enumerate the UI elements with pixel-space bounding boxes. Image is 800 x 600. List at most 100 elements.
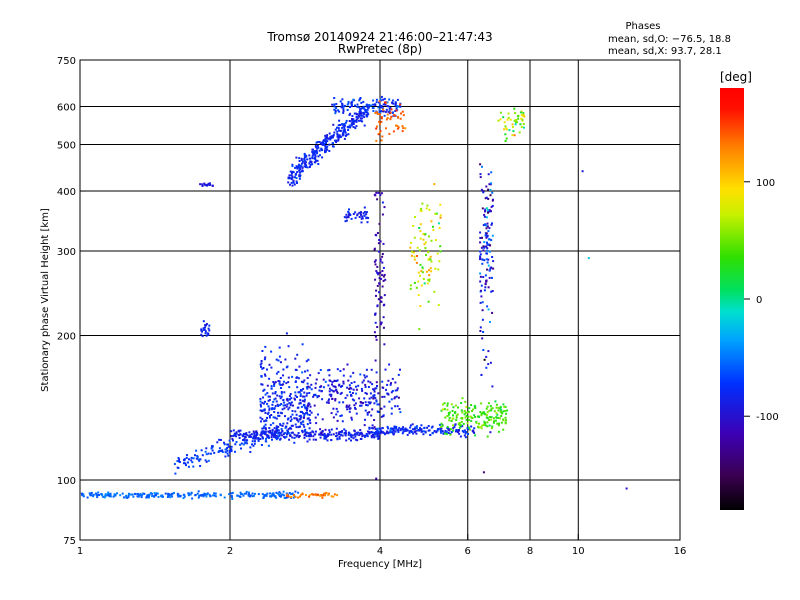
data-point [467, 415, 470, 418]
data-point [313, 394, 316, 397]
data-point [107, 491, 110, 494]
data-point [385, 432, 388, 435]
data-point [276, 403, 279, 406]
data-point [335, 141, 338, 144]
data-point [417, 280, 420, 283]
data-point [297, 391, 300, 394]
data-point [396, 405, 399, 408]
data-point [298, 365, 301, 368]
data-point [374, 312, 377, 315]
data-point [359, 97, 362, 99]
data-point [460, 409, 463, 412]
data-point [376, 427, 379, 430]
data-point [202, 328, 205, 331]
data-point [295, 434, 298, 437]
data-point [199, 183, 202, 186]
data-point [308, 392, 311, 394]
data-point [478, 416, 480, 418]
data-point [190, 456, 193, 459]
data-point [311, 430, 314, 433]
data-point [373, 426, 376, 429]
data-point [350, 418, 353, 421]
data-point [424, 247, 427, 250]
data-point [348, 213, 350, 216]
data-point [301, 166, 304, 169]
data-point [475, 421, 478, 424]
data-point [291, 375, 294, 378]
data-point [282, 422, 285, 425]
data-point [263, 494, 266, 497]
data-point [309, 164, 312, 166]
data-point [288, 174, 291, 177]
data-point [503, 128, 506, 131]
data-point [261, 436, 264, 438]
data-point [178, 461, 181, 463]
data-point [267, 399, 270, 402]
data-point [402, 127, 405, 130]
data-point [284, 431, 287, 434]
data-point [348, 384, 351, 387]
data-point [380, 192, 383, 195]
data-point [344, 121, 347, 124]
data-point [378, 113, 381, 116]
data-point [500, 408, 503, 411]
data-point [296, 353, 299, 356]
data-point [277, 429, 280, 432]
data-point [408, 430, 411, 433]
data-point [392, 130, 395, 133]
data-point [367, 106, 370, 109]
data-point [349, 120, 352, 123]
data-point [359, 108, 362, 111]
data-point [465, 405, 468, 408]
data-point [422, 232, 425, 235]
data-point [353, 433, 356, 436]
data-point [337, 139, 340, 142]
data-point [415, 427, 418, 430]
data-point [383, 97, 386, 100]
data-point [224, 455, 227, 458]
data-point [376, 435, 379, 437]
data-point [383, 405, 386, 408]
data-point [394, 101, 397, 104]
data-point [334, 386, 337, 389]
data-point [226, 447, 229, 449]
data-point [255, 430, 258, 433]
data-point [387, 110, 390, 113]
data-point [356, 113, 358, 116]
data-point [366, 404, 369, 407]
data-point [261, 430, 264, 433]
data-point [363, 116, 366, 119]
data-point [483, 241, 486, 244]
data-point [291, 493, 294, 495]
data-point [425, 207, 428, 210]
data-point [370, 368, 373, 371]
data-point [464, 411, 467, 414]
data-point [263, 373, 266, 376]
data-point [366, 430, 369, 433]
data-point [413, 236, 416, 239]
data-point [296, 386, 299, 389]
data-point [268, 415, 271, 417]
data-point [386, 113, 389, 116]
data-point [279, 411, 282, 414]
data-point [314, 156, 316, 159]
data-point [379, 429, 382, 432]
data-point [459, 425, 462, 428]
data-point [388, 363, 391, 366]
data-point [298, 163, 301, 166]
data-point [309, 374, 312, 377]
data-point [303, 165, 306, 168]
data-point [279, 383, 282, 386]
data-point [366, 108, 369, 111]
data-point [303, 434, 306, 437]
data-point [334, 110, 337, 113]
data-point [265, 434, 268, 437]
data-point [177, 495, 180, 498]
data-point [458, 422, 461, 425]
data-point [364, 392, 367, 394]
data-point [296, 166, 299, 169]
data-point [362, 112, 365, 114]
data-point [491, 407, 494, 410]
data-point [299, 425, 302, 428]
data-point [289, 183, 291, 186]
